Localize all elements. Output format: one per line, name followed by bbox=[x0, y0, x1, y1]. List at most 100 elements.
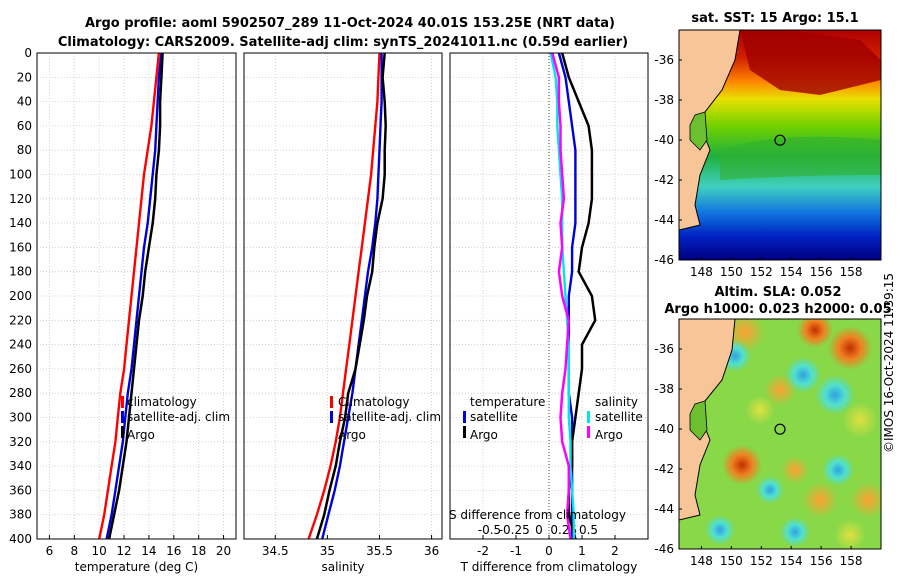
y-tick-label: 160 bbox=[9, 240, 32, 254]
legend-swatch-t-satellite bbox=[463, 411, 466, 423]
x-axis-label: T difference from climatology bbox=[460, 560, 638, 574]
x-tick-label: 34.5 bbox=[262, 544, 289, 558]
y-tick-label: 100 bbox=[9, 168, 32, 182]
sst-argo-marker bbox=[774, 134, 786, 146]
legend-label-climatology: Climatology bbox=[338, 395, 410, 409]
map-x-tick-label: 156 bbox=[810, 554, 833, 568]
x-tick-label: 14 bbox=[141, 544, 156, 558]
salinity-panel: 34.5 35 35.5 36 salinity bbox=[243, 52, 443, 574]
map-x-tick-label: 152 bbox=[750, 554, 773, 568]
x-tick-label: 2 bbox=[611, 544, 619, 558]
y-tick-label: 320 bbox=[9, 435, 32, 449]
legend-label-s-satellite: satellite bbox=[595, 410, 643, 424]
legend-label-satellite: satellite-adj. clim bbox=[338, 410, 441, 424]
series-line-s-argo bbox=[551, 52, 572, 540]
y-tick-label: 120 bbox=[9, 192, 32, 206]
x-axis-label: temperature (deg C) bbox=[75, 560, 198, 574]
y-tick-label: 380 bbox=[9, 508, 32, 522]
x-axis-label: salinity bbox=[321, 560, 364, 574]
map-x-tick-label: 150 bbox=[720, 265, 743, 279]
x-tick-label: 35.5 bbox=[366, 544, 393, 558]
map-y-tick-label: -40 bbox=[654, 422, 674, 436]
difference-panel: -2 -1 0 1 2-0.5-0.25 0 0.25 0.5T difference fro… bbox=[449, 52, 649, 574]
s-tick-label: 0 bbox=[535, 523, 543, 537]
map-x-tick-label: 148 bbox=[690, 265, 713, 279]
sla-argo-marker bbox=[774, 423, 786, 435]
legend-label-t-satellite: satellite bbox=[470, 410, 518, 424]
figure-title-line1: Argo profile: aoml 5902507_289 11-Oct-20… bbox=[85, 16, 615, 31]
legend-swatch-satellite bbox=[330, 411, 333, 423]
y-tick-label: 280 bbox=[9, 386, 32, 400]
y-tick-label: 40 bbox=[17, 95, 32, 109]
map-y-tick-label: -36 bbox=[654, 53, 674, 67]
map-y-tick-label: -44 bbox=[654, 213, 674, 227]
series-line-satellite-adj-clim bbox=[321, 53, 383, 540]
y-tick-label: 20 bbox=[17, 70, 32, 84]
series-line-argo bbox=[315, 52, 387, 540]
legend-swatch-t-argo bbox=[463, 426, 466, 438]
sst-bass-strait bbox=[689, 111, 708, 151]
s-tick-label: -0.25 bbox=[499, 523, 530, 537]
difference-legend: temperature satellite Argo salinity sate… bbox=[449, 395, 643, 522]
legend-swatch-s-satellite bbox=[587, 411, 590, 423]
map-x-tick-label: 154 bbox=[780, 265, 803, 279]
map-y-tick-label: -46 bbox=[654, 253, 674, 267]
sst-warm-core bbox=[740, 30, 881, 95]
sst-green-band bbox=[720, 136, 881, 180]
y-tick-label: 200 bbox=[9, 289, 32, 303]
temperature-legend: climatology satellite-adj. clim Argo bbox=[121, 395, 230, 442]
y-tick-label: 220 bbox=[9, 313, 32, 327]
x-tick-label: 10 bbox=[92, 544, 107, 558]
map-x-tick-label: 154 bbox=[780, 554, 803, 568]
x-tick-label: 20 bbox=[216, 544, 231, 558]
imos-credit: ©IMOS 16-Oct-2024 11:39:15 bbox=[882, 273, 896, 453]
map-y-tick-label: -46 bbox=[654, 542, 674, 556]
map-y-tick-label: -38 bbox=[654, 93, 674, 107]
s-difference-axis-label: S difference from climatology bbox=[449, 508, 626, 522]
legend-swatch-s-argo bbox=[587, 426, 590, 438]
s-tick-label: -0.5 bbox=[478, 523, 501, 537]
series-line-t-argo bbox=[560, 52, 597, 540]
y-tick-label: 0 bbox=[24, 46, 32, 60]
sla-map: Altim. SLA: 0.052 Argo h1000: 0.023 h200… bbox=[654, 285, 891, 568]
y-tick-label: 80 bbox=[17, 143, 32, 157]
legend-title-temperature: temperature bbox=[470, 395, 545, 409]
y-tick-label: 400 bbox=[9, 532, 32, 546]
map-y-tick-label: -36 bbox=[654, 342, 674, 356]
y-tick-label: 140 bbox=[9, 216, 32, 230]
map-y-tick-label: -44 bbox=[654, 502, 674, 516]
salinity-legend: Climatology satellite-adj. clim Argo bbox=[330, 395, 441, 442]
legend-swatch-argo bbox=[121, 426, 124, 438]
map-y-tick-label: -42 bbox=[654, 462, 674, 476]
map-x-tick-label: 150 bbox=[720, 554, 743, 568]
y-tick-label: 180 bbox=[9, 265, 32, 279]
sla-map-subtitle: Argo h1000: 0.023 h2000: 0.05 bbox=[664, 302, 891, 317]
sst-map: sat. SST: 15 Argo: 15.1 148 150 152 154 156 1… bbox=[654, 11, 882, 279]
sla-map-title: Altim. SLA: 0.052 bbox=[715, 285, 842, 300]
legend-label-argo: Argo bbox=[338, 428, 366, 442]
sla-bass-strait bbox=[689, 400, 708, 441]
x-tick-label: 35 bbox=[320, 544, 335, 558]
x-tick-label: 1 bbox=[578, 544, 586, 558]
y-tick-label: 260 bbox=[9, 362, 32, 376]
temperature-panel: 0 20 40 60 80 100 120 140 160 180 200 220 240 260 280 3… bbox=[9, 46, 237, 574]
x-tick-label: 0 bbox=[545, 544, 553, 558]
x-tick-label: 36 bbox=[424, 544, 439, 558]
map-y-tick-label: -38 bbox=[654, 382, 674, 396]
axes-frame bbox=[243, 52, 443, 540]
map-x-tick-label: 148 bbox=[690, 554, 713, 568]
sst-map-title: sat. SST: 15 Argo: 15.1 bbox=[691, 11, 858, 26]
series-line-argo bbox=[107, 52, 164, 540]
map-x-tick-label: 152 bbox=[750, 265, 773, 279]
series-line-climatology bbox=[98, 52, 161, 540]
legend-label-s-argo: Argo bbox=[595, 428, 623, 442]
y-tick-label: 360 bbox=[9, 483, 32, 497]
map-x-tick-label: 158 bbox=[840, 554, 863, 568]
y-tick-label: 240 bbox=[9, 338, 32, 352]
y-tick-label: 340 bbox=[9, 459, 32, 473]
map-y-tick-label: -42 bbox=[654, 173, 674, 187]
legend-label-t-argo: Argo bbox=[470, 428, 498, 442]
x-tick-label: 6 bbox=[46, 544, 54, 558]
axes-frame bbox=[449, 52, 649, 540]
